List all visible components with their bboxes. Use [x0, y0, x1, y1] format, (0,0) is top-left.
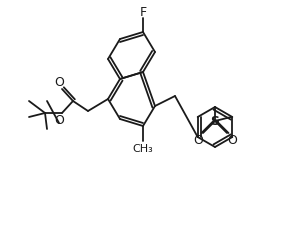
- Text: O: O: [193, 133, 203, 146]
- Text: O: O: [227, 133, 237, 146]
- Text: CH₃: CH₃: [133, 143, 153, 153]
- Text: F: F: [140, 7, 147, 19]
- Text: O: O: [54, 76, 64, 89]
- Text: S: S: [211, 115, 220, 128]
- Text: O: O: [54, 114, 64, 127]
